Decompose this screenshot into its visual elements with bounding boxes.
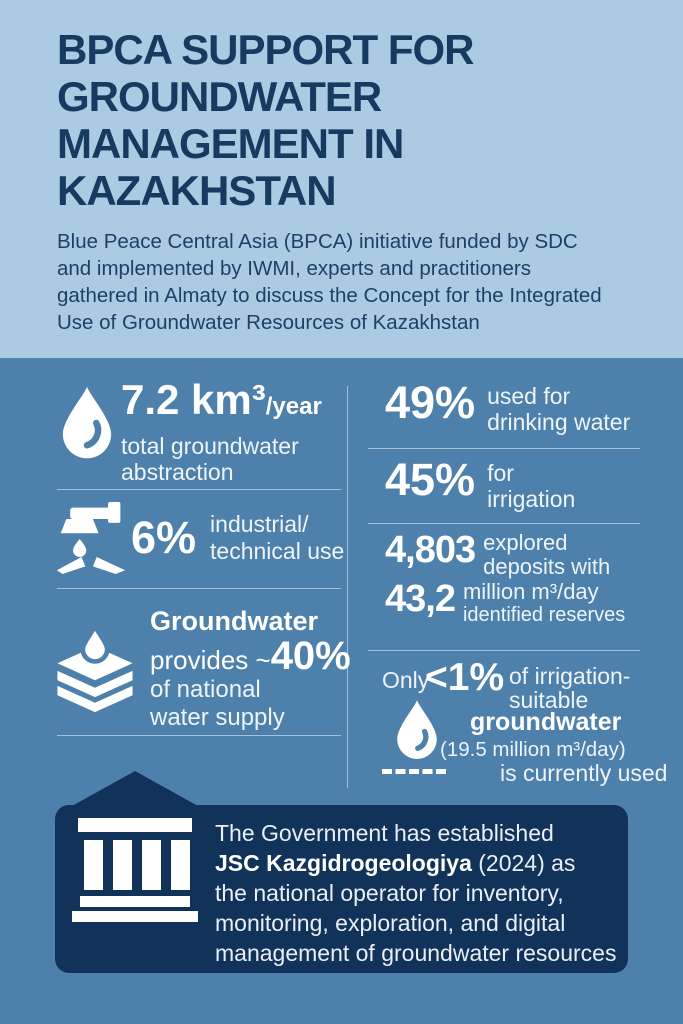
banner-text: The Government has established JSC Kazgi… <box>215 818 625 968</box>
title-line: MANAGEMENT IN <box>57 120 404 167</box>
banner-line: JSC Kazgidrogeologiya (2024) as <box>215 848 625 878</box>
stat-label: million m³/day identified reserves <box>462 579 626 627</box>
stat-suffix: is currently used <box>500 760 668 786</box>
water-drop-icon <box>390 698 444 762</box>
label-line: identified reserves <box>462 604 626 626</box>
label-line: for <box>487 460 514 486</box>
banner-line: the national operator for inventory, <box>215 880 564 906</box>
banner-line-rest: (2024) as <box>471 850 576 876</box>
banner-line: monitoring, exploration, and digital <box>215 910 566 936</box>
stat-drinking-water: 49% used for drinking water <box>385 377 630 436</box>
stat-irrigation-suitable-usage: Only <1% of irrigation- suitable groundw… <box>380 656 675 786</box>
stat-value: 4,803 <box>385 529 476 571</box>
stat-heading: Groundwater <box>150 606 319 636</box>
column-divider <box>347 386 348 788</box>
stat-label: explored deposits with <box>483 531 610 579</box>
label-line: suitable <box>509 687 589 713</box>
label-line: industrial/ <box>210 511 309 537</box>
stat-label: used for drinking water <box>487 383 630 435</box>
label-line: technical use <box>210 538 345 564</box>
divider <box>368 650 640 651</box>
banner-line: The Government has established <box>215 820 554 846</box>
stat-detail: (19.5 million m³/day) <box>440 738 626 761</box>
stat-label: of national water supply <box>150 676 351 732</box>
stat-number: 7.2 km³ <box>121 376 266 423</box>
header-section: BPCA SUPPORT FOR GROUNDWATER MANAGEMENT … <box>0 0 683 358</box>
government-building-icon <box>72 818 198 922</box>
stat-total-abstraction: 7.2 km³/year total groundwater abstracti… <box>57 376 322 485</box>
stat-value: 40% <box>270 634 351 678</box>
stat-value: 45% <box>385 454 476 505</box>
divider <box>57 489 341 490</box>
label-line: used for <box>487 383 571 409</box>
page-title: BPCA SUPPORT FOR GROUNDWATER MANAGEMENT … <box>57 26 637 214</box>
stat-keyword: groundwater <box>470 708 622 736</box>
label-line: abstraction <box>121 459 234 485</box>
label-line: explored <box>483 530 568 555</box>
stat-value: <1% <box>425 656 505 699</box>
label-line: million m³/day <box>462 579 599 604</box>
label-line: irrigation <box>487 486 576 512</box>
subtitle-line: Use of Groundwater Resources of Kazakhst… <box>57 311 480 334</box>
label-line: water supply <box>150 704 285 731</box>
dashed-line <box>382 769 446 774</box>
label-line: total groundwater <box>121 433 299 459</box>
stat-unit: /year <box>265 393 322 420</box>
stat-label: of irrigation- suitable <box>509 664 669 712</box>
stat-label: total groundwater abstraction <box>121 433 322 485</box>
stat-explored-deposits: 4,803 explored deposits with 43,2 millio… <box>385 530 645 626</box>
aquifer-layers-icon <box>50 622 140 714</box>
stat-value: 6% <box>131 512 197 563</box>
title-line: GROUNDWATER <box>57 73 382 120</box>
subtitle: Blue Peace Central Asia (BPCA) initiativ… <box>57 228 657 336</box>
stat-national-supply: Groundwater provides ~ 40% of national w… <box>50 606 351 732</box>
label-line: of national <box>150 676 261 703</box>
divider <box>368 448 640 449</box>
divider <box>57 588 341 589</box>
label-line: deposits with <box>483 554 611 579</box>
stat-industrial-use: 6% industrial/ technical use <box>55 500 344 576</box>
title-line: KAZAKHSTAN <box>57 167 337 214</box>
title-line: BPCA SUPPORT FOR <box>57 26 474 73</box>
stat-irrigation: 45% for irrigation <box>385 454 575 513</box>
subtitle-line: gathered in Almaty to discuss the Concep… <box>57 284 602 307</box>
stat-prefix: Only <box>382 667 430 693</box>
divider <box>57 735 341 736</box>
stat-value: 7.2 km³/year <box>121 376 322 431</box>
stat-lead: provides ~ <box>150 645 271 675</box>
government-banner: The Government has established JSC Kazgi… <box>55 805 628 973</box>
industrial-faucet-icon <box>55 500 127 576</box>
stat-value: 49% <box>385 377 476 428</box>
label-line: drinking water <box>487 409 631 435</box>
subtitle-line: and implemented by IWMI, experts and pra… <box>57 257 531 280</box>
stat-label: industrial/ technical use <box>210 511 344 565</box>
stat-label: for irrigation <box>487 460 575 512</box>
divider <box>368 523 640 524</box>
building-pediment <box>72 771 198 806</box>
water-drop-icon <box>57 384 117 462</box>
label-line: of irrigation- <box>509 663 631 689</box>
stat-value: 43,2 <box>385 578 456 620</box>
banner-org-name: JSC Kazgidrogeologiya <box>215 850 472 876</box>
banner-line: management of groundwater resources <box>215 940 617 966</box>
subtitle-line: Blue Peace Central Asia (BPCA) initiativ… <box>57 230 578 253</box>
